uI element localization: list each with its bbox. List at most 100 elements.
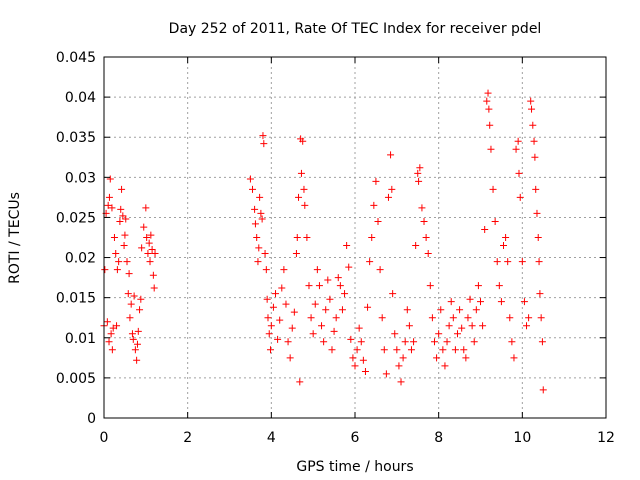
data-point bbox=[481, 225, 489, 233]
data-point bbox=[388, 185, 396, 193]
data-point bbox=[477, 298, 484, 306]
data-point bbox=[351, 362, 359, 370]
y-tick-label: 0.015 bbox=[56, 291, 96, 307]
data-point bbox=[485, 105, 493, 113]
data-point bbox=[387, 151, 395, 159]
data-point bbox=[305, 282, 313, 290]
data-point bbox=[510, 354, 518, 362]
data-point bbox=[133, 356, 141, 364]
data-point bbox=[266, 346, 274, 354]
data-point bbox=[300, 185, 308, 193]
data-point bbox=[145, 239, 153, 247]
data-point bbox=[525, 314, 533, 322]
y-tick-label: 0.04 bbox=[65, 90, 96, 106]
x-tick-label: 0 bbox=[100, 430, 109, 446]
data-point bbox=[536, 290, 544, 298]
x-tick-label: 4 bbox=[267, 430, 276, 446]
data-point bbox=[395, 362, 403, 370]
data-point bbox=[322, 306, 330, 314]
data-point bbox=[326, 295, 334, 303]
data-point bbox=[474, 282, 482, 290]
data-point bbox=[382, 370, 390, 378]
data-point bbox=[483, 97, 491, 105]
data-point bbox=[303, 234, 311, 241]
data-point bbox=[251, 220, 259, 228]
data-point bbox=[128, 330, 136, 338]
data-point bbox=[359, 356, 367, 364]
data-point bbox=[295, 193, 303, 201]
data-point bbox=[479, 322, 487, 330]
data-point bbox=[278, 284, 286, 292]
data-point bbox=[110, 234, 118, 241]
data-point bbox=[514, 137, 522, 145]
data-point bbox=[353, 346, 361, 354]
data-point bbox=[257, 209, 265, 217]
data-point bbox=[282, 300, 290, 308]
data-point bbox=[415, 177, 423, 185]
data-point bbox=[118, 185, 126, 193]
data-point bbox=[462, 354, 470, 362]
ticks-layer bbox=[103, 56, 607, 419]
data-point bbox=[330, 327, 338, 335]
data-point bbox=[349, 354, 357, 362]
data-point bbox=[144, 250, 152, 258]
data-point bbox=[256, 193, 264, 201]
data-point bbox=[261, 250, 269, 258]
data-point bbox=[276, 316, 284, 324]
data-point bbox=[460, 346, 468, 354]
data-point bbox=[355, 324, 363, 332]
data-point bbox=[539, 386, 547, 394]
data-point bbox=[288, 324, 296, 332]
data-point bbox=[112, 250, 120, 258]
y-axis-label: ROTI / TECUs bbox=[7, 192, 23, 284]
data-point bbox=[520, 298, 528, 306]
data-point bbox=[401, 338, 409, 346]
data-point bbox=[456, 306, 464, 314]
data-point bbox=[391, 330, 399, 338]
data-point bbox=[122, 215, 130, 223]
data-point bbox=[119, 212, 127, 220]
x-tick-label: 12 bbox=[597, 430, 615, 446]
data-point bbox=[418, 204, 426, 212]
data-point bbox=[296, 378, 304, 386]
data-point bbox=[378, 314, 386, 322]
data-point bbox=[368, 234, 376, 241]
x-tick-label: 10 bbox=[513, 430, 531, 446]
data-point bbox=[151, 250, 159, 258]
data-point bbox=[274, 335, 282, 343]
data-point bbox=[272, 290, 280, 298]
data-point bbox=[259, 132, 267, 140]
data-point bbox=[472, 306, 480, 314]
data-point bbox=[142, 204, 150, 212]
data-point bbox=[437, 306, 445, 314]
data-point bbox=[254, 258, 262, 266]
data-point bbox=[424, 250, 432, 258]
data-point bbox=[104, 201, 112, 209]
x-tick-label: 6 bbox=[351, 430, 360, 446]
data-point bbox=[332, 314, 340, 322]
data-point bbox=[140, 223, 148, 231]
data-point bbox=[441, 362, 449, 370]
data-point bbox=[251, 205, 259, 213]
data-point bbox=[535, 258, 543, 266]
data-point bbox=[336, 282, 344, 290]
data-point bbox=[341, 290, 349, 298]
data-point bbox=[134, 327, 142, 335]
data-point bbox=[120, 242, 128, 250]
data-point bbox=[361, 367, 369, 375]
data-point bbox=[265, 330, 273, 338]
data-point bbox=[484, 89, 492, 97]
chart-title: Day 252 of 2011, Rate Of TEC Index for r… bbox=[169, 21, 542, 37]
data-point bbox=[504, 258, 512, 266]
data-point bbox=[433, 354, 441, 362]
data-point bbox=[534, 234, 542, 241]
data-point bbox=[529, 121, 537, 129]
data-point bbox=[443, 338, 451, 346]
data-point bbox=[428, 314, 436, 322]
data-point bbox=[324, 276, 332, 284]
data-point bbox=[108, 204, 116, 212]
data-point bbox=[528, 105, 536, 113]
data-point bbox=[117, 205, 125, 213]
data-point bbox=[105, 193, 113, 201]
data-point bbox=[255, 244, 263, 252]
